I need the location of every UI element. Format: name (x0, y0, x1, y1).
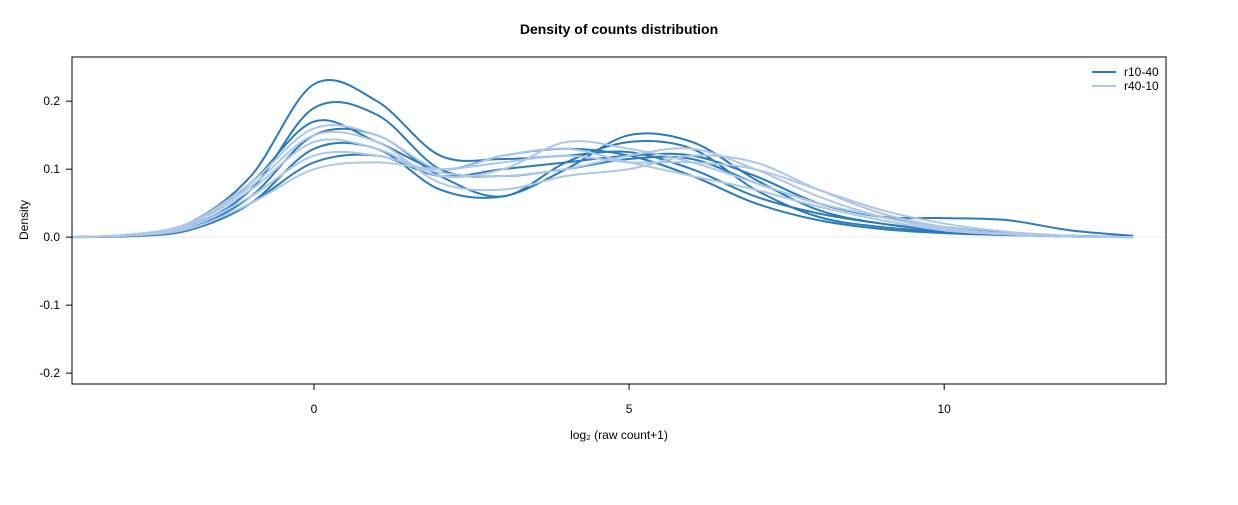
x-axis: 0 5 10 (311, 384, 951, 416)
x-tick-label: 5 (626, 402, 633, 416)
y-tick-label: 0.2 (43, 94, 60, 108)
x-tick-label: 0 (311, 402, 318, 416)
curve-r10-40-6 (72, 152, 1134, 239)
plot-frame (71, 56, 1167, 385)
curve-r40-10-3 (72, 138, 1134, 239)
y-tick-label: 0.0 (43, 230, 60, 244)
curve-r40-10-2 (72, 154, 1134, 239)
y-axis-label: Density (17, 200, 31, 240)
y-tick-label: -0.2 (39, 366, 60, 380)
chart-title: Density of counts distribution (520, 21, 718, 37)
legend-label-r40-10: r40-10 (1124, 79, 1159, 93)
legend-label-r10-40: r10-40 (1124, 65, 1159, 79)
y-axis: -0.2 -0.1 0.0 0.1 0.2 (39, 94, 72, 380)
x-axis-label: log₂ (raw count+1) (570, 428, 668, 442)
y-tick-label: 0.1 (43, 162, 60, 176)
density-curves (72, 78, 1166, 239)
x-tick-label: 10 (937, 402, 951, 416)
curve-r10-40-3 (72, 127, 1134, 239)
curve-r40-10-5 (72, 130, 1134, 239)
curve-r40-10-1 (72, 124, 1134, 239)
curve-r10-40-5 (72, 119, 1134, 239)
y-tick-label: -0.1 (39, 298, 60, 312)
curve-r40-10-4 (72, 147, 1134, 239)
